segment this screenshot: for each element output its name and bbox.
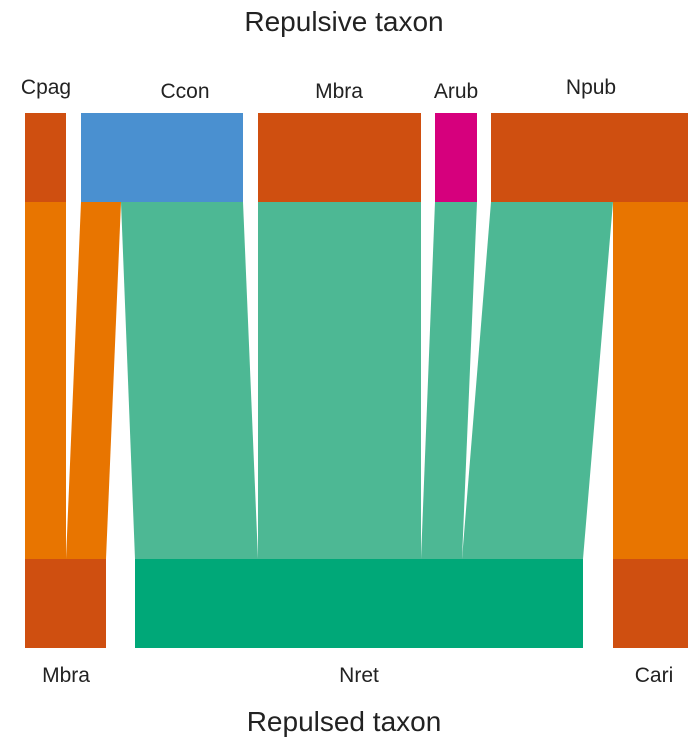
bottom-node-label-cari: Cari: [634, 664, 674, 687]
top-node-label-cpag: Cpag: [20, 76, 72, 99]
top-node-mbra: [258, 113, 421, 202]
flow-ccon-mbra: [66, 202, 121, 559]
top-node-label-mbra: Mbra: [315, 80, 363, 103]
top-node-label-npub: Npub: [565, 76, 617, 99]
flow-cpag-mbra: [25, 202, 66, 559]
flow-ccon-nret: [121, 202, 258, 559]
top-axis-title: Repulsive taxon: [244, 6, 444, 37]
bottom-axis-title: Repulsed taxon: [246, 706, 442, 737]
top-node-ccon: [81, 113, 243, 202]
flow-arub-nret: [421, 202, 477, 559]
bottom-node-cari: [613, 559, 688, 648]
bottom-node-nret: [135, 559, 583, 648]
flow-mbra-nret: [258, 202, 421, 559]
top-node-cpag: [25, 113, 66, 202]
top-node-arub: [435, 113, 477, 202]
top-node-npub: [491, 113, 688, 202]
top-node-label-ccon: Ccon: [160, 80, 210, 103]
bottom-node-label-nret: Nret: [339, 664, 379, 687]
flow-npub-nret: [462, 202, 613, 559]
bottom-node-mbra: [25, 559, 106, 648]
bottom-node-label-mbra: Mbra: [42, 664, 90, 687]
flow-npub-cari: [613, 202, 688, 559]
top-node-label-arub: Arub: [433, 80, 479, 103]
